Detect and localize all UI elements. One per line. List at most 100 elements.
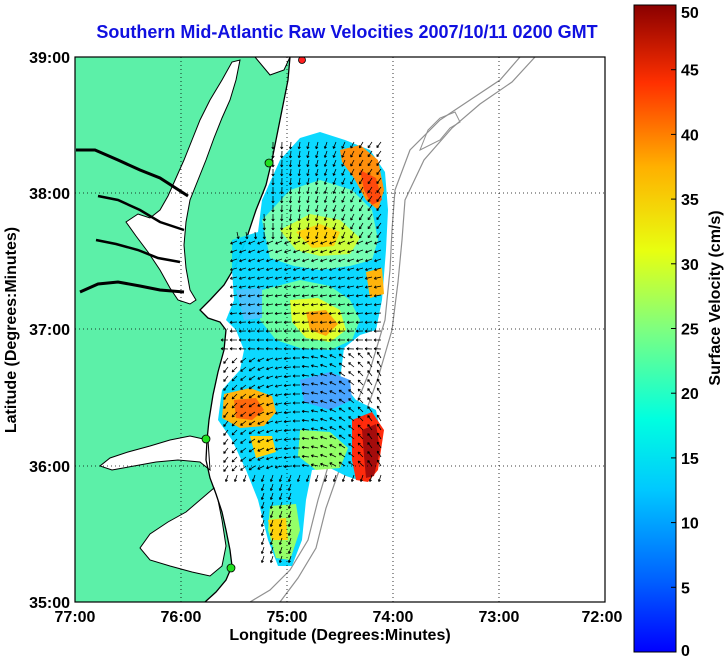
velocity-arrow [329,381,337,386]
velocity-arrow [329,354,337,359]
velocity-arrow [274,456,283,460]
velocity-arrow [292,401,300,405]
velocity-arrow [357,370,364,377]
velocity-arrow [280,195,284,204]
velocity-arrow [278,501,283,509]
velocity-arrow [306,213,310,222]
velocity-arrow [323,231,328,239]
velocity-arrow [274,285,283,289]
velocity-arrow [376,168,382,175]
x-tick-label: 75:00 [267,609,308,626]
velocity-arrow [332,195,337,203]
velocity-arrow [236,231,240,240]
velocity-arrow [346,294,355,298]
y-tick-label: 36:00 [29,459,70,476]
velocity-arrow [269,555,274,563]
velocity-arrow [297,204,301,213]
velocity-arrow [337,285,346,289]
velocity-arrow [365,249,373,254]
velocity-arrow [310,373,319,377]
velocity-arrow [337,329,346,333]
velocity-arrow [320,258,328,263]
velocity-arrow [341,204,346,212]
velocity-arrow [301,303,310,307]
velocity-arrow [346,338,354,342]
radar-site-marker [201,434,211,444]
velocity-arrow [266,384,274,389]
velocity-arrow [257,249,265,254]
velocity-arrow [231,429,238,436]
velocity-arrow [288,213,293,222]
velocity-arrow [248,411,256,417]
velocity-arrow [348,371,355,377]
velocity-arrow [274,402,283,406]
velocity-arrow [373,347,382,351]
velocity-arrow [256,338,264,342]
velocity-arrow [357,388,364,395]
velocity-arrow [355,320,364,324]
velocity-arrow [301,409,310,414]
velocity-arrow [292,464,300,468]
velocity-arrow [260,546,265,554]
velocity-arrow [283,285,292,289]
velocity-arrow [305,474,310,482]
velocity-arrow [310,303,319,307]
velocity-arrow [240,375,247,381]
velocity-arrow [320,354,328,359]
velocity-arrow [328,294,337,298]
velocity-arrow [367,222,373,230]
velocity-arrow [329,444,337,449]
velocity-arrow [247,329,256,333]
velocity-arrow [271,187,275,195]
velocity-arrow [350,168,355,176]
velocity-arrow [271,205,275,213]
bathymetry-contour-3 [419,111,461,152]
velocity-arrow [310,445,319,449]
velocity-arrow [238,329,247,333]
velocity-arrow [355,347,364,351]
x-tick-label: 77:00 [55,609,96,626]
velocity-arrow [283,455,292,460]
velocity-arrow [240,456,247,462]
velocity-arrow [257,267,265,271]
velocity-arrow [332,141,337,149]
radar-site-marker [264,158,274,168]
velocity-arrow [288,141,293,150]
velocity-arrow [283,428,292,433]
velocity-arrow [319,338,327,342]
velocity-arrow [296,474,301,482]
velocity-arrow [332,168,337,176]
velocity-arrow [271,169,275,177]
velocity-arrow [332,186,337,194]
chesapeake-bay [125,59,241,305]
velocity-arrow [248,420,256,426]
velocity-arrow [376,204,382,211]
velocity-arrow [271,178,275,186]
velocity-arrow [256,320,265,324]
velocity-arrow [323,222,328,230]
colorbar-tick-label: 10 [681,516,699,533]
velocity-arrow [329,372,337,377]
velocity-arrow [266,249,274,254]
velocity-arrow [242,474,247,482]
velocity-arrow [367,150,373,158]
velocity-arrow [329,267,337,271]
velocity-arrow [292,329,301,333]
velocity-arrow [341,159,346,167]
velocity-arrow [266,456,274,461]
velocity-arrow [310,320,319,324]
velocity-arrow [365,258,373,263]
velocity-arrow [224,474,229,482]
velocity-arrow [256,303,265,307]
velocity-arrow [274,347,283,351]
velocity-arrow [274,447,283,451]
velocity-arrow [257,393,265,398]
colorbar-tick-label: 45 [681,63,699,80]
velocity-arrow [292,383,300,387]
velocity-arrow [310,427,319,431]
velocity-arrow [262,222,266,231]
velocity-arrow [265,338,273,342]
velocity-arrow [337,303,346,307]
velocity-arrow [288,159,293,168]
velocity-arrow [338,461,346,467]
